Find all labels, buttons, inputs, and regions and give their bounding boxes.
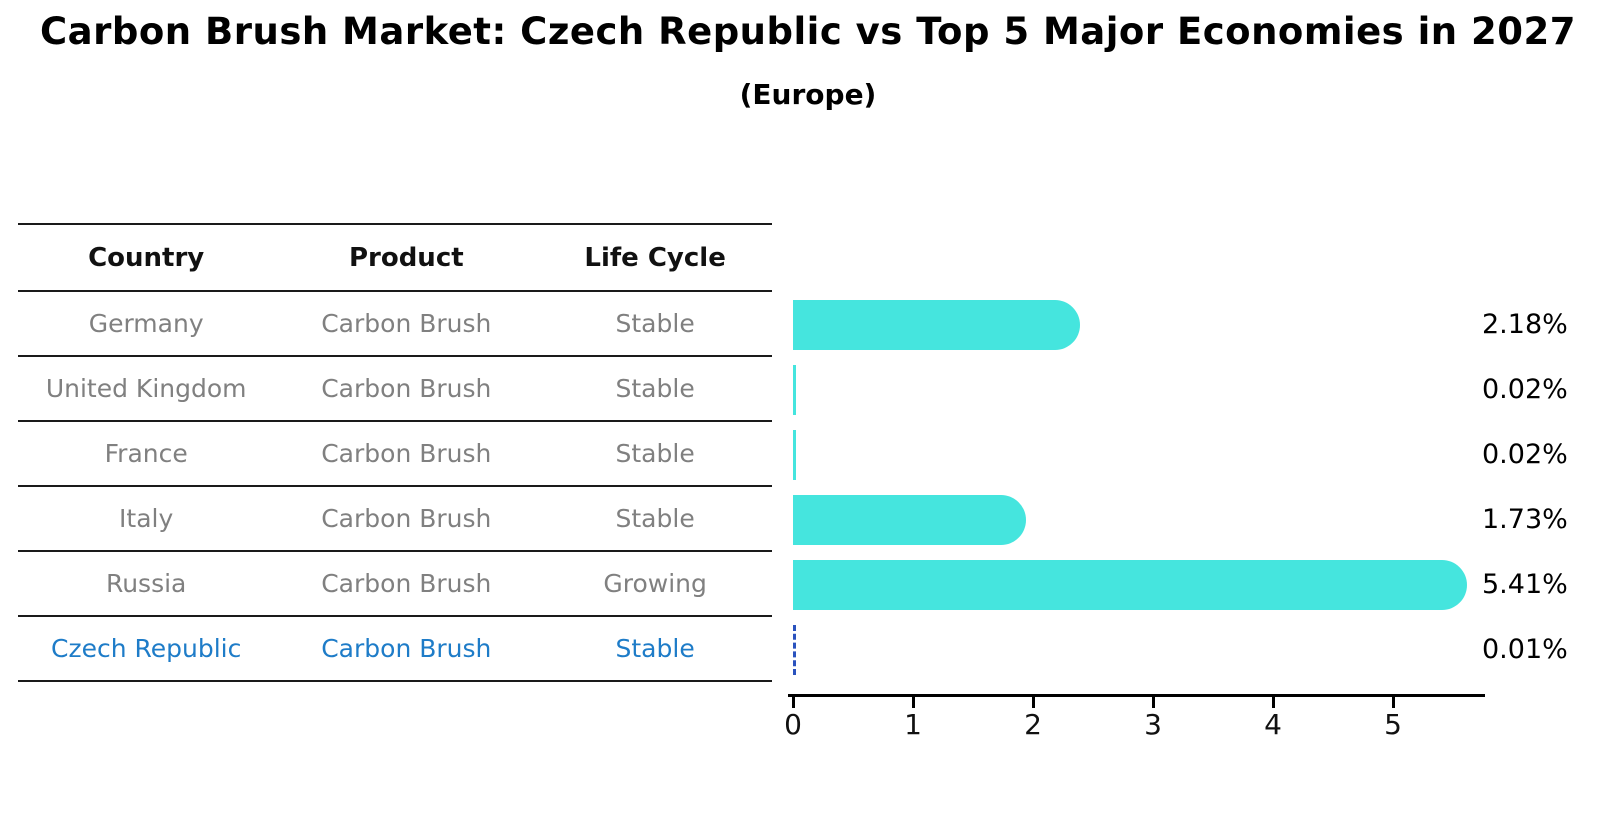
value-label: 5.41% (1482, 569, 1568, 600)
cell-product: Carbon Brush (321, 374, 492, 403)
cell-country: France (104, 439, 188, 468)
value-label: 0.01% (1482, 634, 1568, 665)
column-header-country: Country (88, 242, 205, 273)
table-header-row: Country Product Life Cycle (18, 225, 772, 292)
bars-area (793, 300, 1493, 690)
table-row: Germany Carbon Brush Stable (18, 292, 772, 357)
table-row-czech-republic: Czech Republic Carbon Brush Stable (18, 617, 772, 682)
column-header-life-cycle: Life Cycle (584, 242, 726, 273)
page-title: Carbon Brush Market: Czech Republic vs T… (40, 10, 1576, 53)
cell-product: Carbon Brush (321, 569, 492, 598)
bar-united-kingdom (793, 365, 796, 415)
cell-country: United Kingdom (45, 374, 247, 403)
x-axis-tick (1272, 697, 1275, 708)
x-axis-line (788, 694, 1485, 697)
column-header-product: Product (348, 242, 464, 273)
table-row: Italy Carbon Brush Stable (18, 487, 772, 552)
cell-country: Italy (119, 504, 174, 533)
bar-czech-republic (793, 625, 796, 675)
bar-france (793, 430, 796, 480)
x-axis-tick (792, 697, 795, 708)
cell-life-cycle: Stable (615, 439, 695, 468)
cell-life-cycle: Stable (615, 309, 695, 338)
x-tick-label: 5 (1384, 708, 1402, 741)
x-axis-tick (912, 697, 915, 708)
cell-product: Carbon Brush (321, 309, 492, 338)
bar-italy (793, 495, 1026, 545)
cell-life-cycle: Stable (615, 634, 695, 663)
x-tick-label: 0 (784, 708, 802, 741)
x-tick-label: 3 (1144, 708, 1162, 741)
table-row: Russia Carbon Brush Growing (18, 552, 772, 617)
x-tick-label: 4 (1264, 708, 1282, 741)
cell-product: Carbon Brush (321, 634, 492, 663)
value-label: 0.02% (1482, 374, 1568, 405)
x-axis-tick (1392, 697, 1395, 708)
x-tick-label: 1 (904, 708, 922, 741)
value-label: 1.73% (1482, 504, 1568, 535)
page-subtitle: (Europe) (739, 78, 877, 111)
x-axis-tick (1152, 697, 1155, 708)
value-label: 0.02% (1482, 439, 1568, 470)
x-axis-tick (1032, 697, 1035, 708)
bar-germany (793, 300, 1080, 350)
table-row: France Carbon Brush Stable (18, 422, 772, 487)
bar-russia (793, 560, 1468, 610)
cell-life-cycle: Stable (615, 374, 695, 403)
cell-product: Carbon Brush (321, 504, 492, 533)
cell-country: Germany (88, 309, 204, 338)
x-tick-label: 2 (1024, 708, 1042, 741)
cell-country: Czech Republic (51, 634, 242, 663)
cell-country: Russia (105, 569, 187, 598)
cell-product: Carbon Brush (321, 439, 492, 468)
comparison-table: Country Product Life Cycle Germany Carbo… (18, 223, 772, 682)
table-row: United Kingdom Carbon Brush Stable (18, 357, 772, 422)
cell-life-cycle: Stable (615, 504, 695, 533)
value-label: 2.18% (1482, 309, 1568, 340)
cell-life-cycle: Growing (603, 569, 707, 598)
